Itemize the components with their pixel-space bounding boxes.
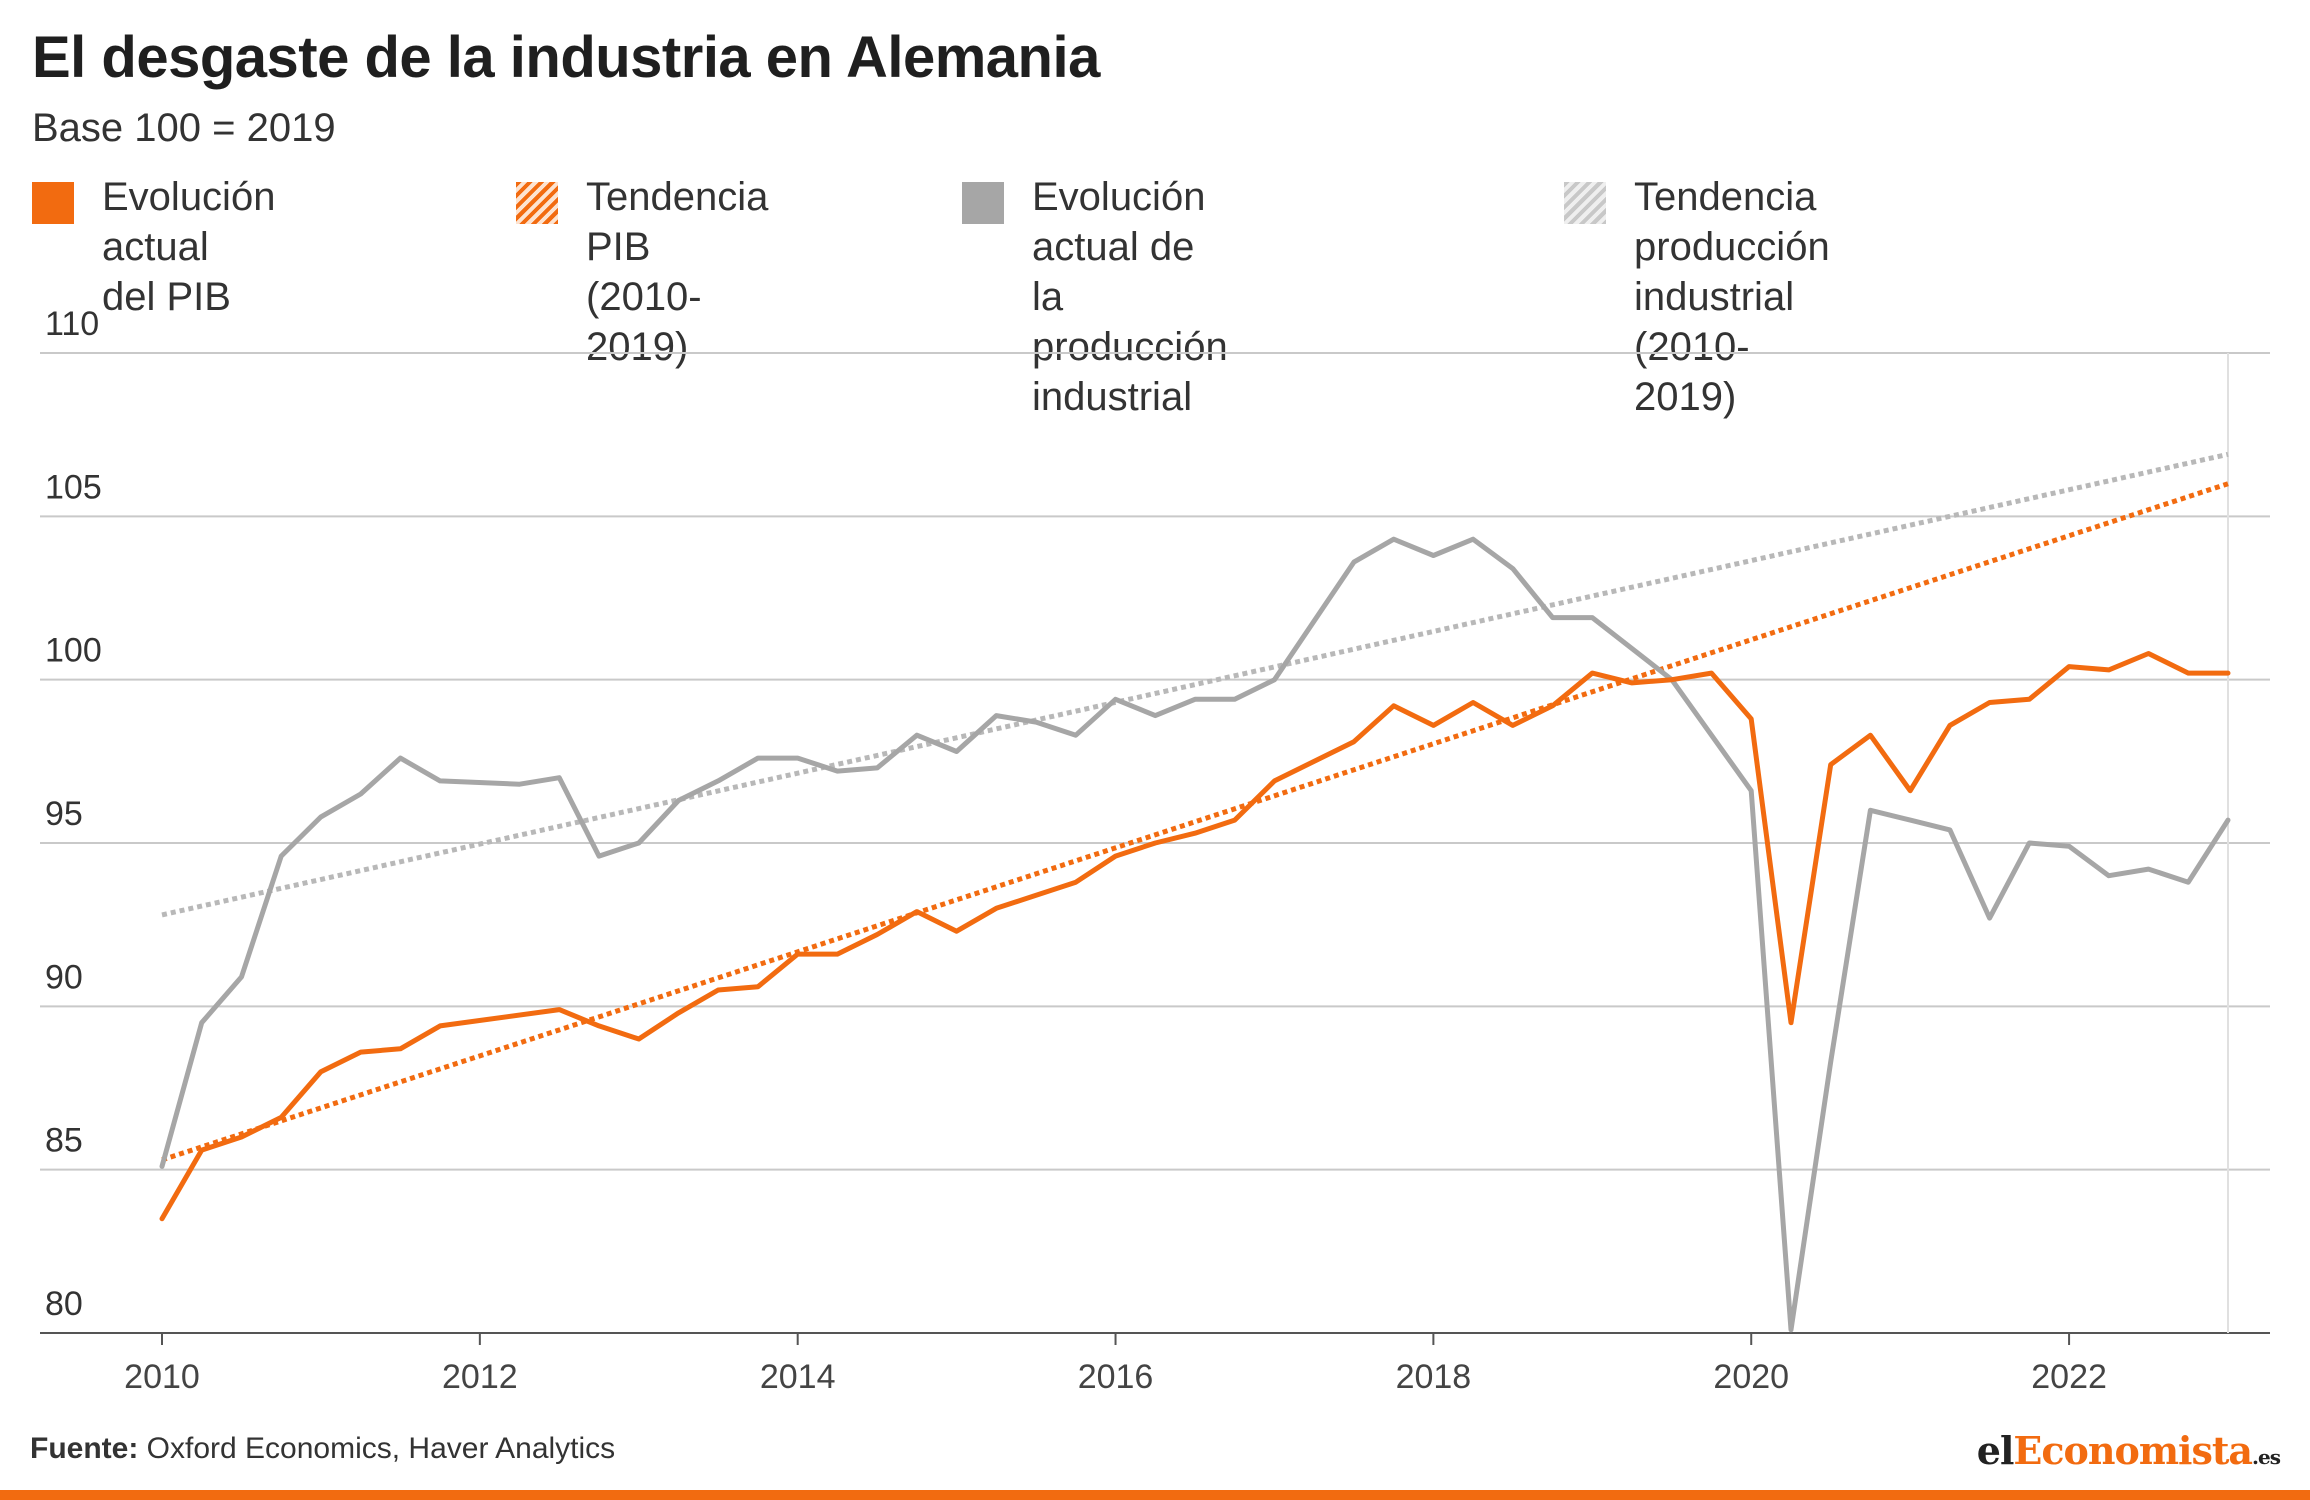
brand-part2: Economista <box>2013 1428 2253 1473</box>
chart-title: El desgaste de la industria en Alemania <box>32 25 1100 90</box>
x-tick-label-2014: 2014 <box>760 1358 836 1396</box>
legend-label-pib: Evolución actual del PIB <box>102 175 276 319</box>
legend: Evolución actual del PIB Tendencia PIB (… <box>32 172 2282 419</box>
legend-label-tendencia-pib: Tendencia PIB (2010-2019) <box>586 175 769 369</box>
series-produccion-line <box>159 536 2231 1333</box>
brand-part3: .es <box>2252 1445 2281 1469</box>
y-tick-label-95: 95 <box>45 795 83 833</box>
source-label: Fuente: <box>30 1432 139 1465</box>
y-tick-label-100: 100 <box>45 632 102 670</box>
chart-subtitle: Base 100 = 2019 <box>32 106 336 150</box>
brand-part1: el <box>1976 1428 2015 1473</box>
legend-label-produccion: Evolución actual de la producción indust… <box>1032 175 1228 419</box>
axis-layer: 80 85 90 95 100 105 110 2010 2012 2014 2016 2018 202… <box>45 305 2107 1396</box>
x-tick-label-2018: 2018 <box>1396 1358 1472 1396</box>
legend-swatch-produccion <box>962 182 1004 224</box>
source-text: Oxford Economics, Haver Analytics <box>138 1432 616 1465</box>
source-note: Fuente: Oxford Economics, Haver Analytic… <box>30 1432 615 1466</box>
y-tick-label-85: 85 <box>45 1122 83 1160</box>
x-tick-label-2020: 2020 <box>1713 1358 1789 1396</box>
y-tick-label-110: 110 <box>45 305 99 343</box>
x-tick-label-2022: 2022 <box>2031 1358 2107 1396</box>
legend-swatch-pib <box>32 182 74 224</box>
series-tendencia-produccion-line <box>161 451 2229 918</box>
series-layer <box>159 451 2231 1333</box>
y-tick-label-80: 80 <box>45 1285 83 1323</box>
series-tendencia-pib-line <box>161 481 2229 1163</box>
legend-swatch-tendencia-pib <box>516 182 558 224</box>
series-pib-line <box>159 651 2231 1222</box>
x-tick-label-2012: 2012 <box>442 1358 518 1396</box>
line-chart: 80 85 90 95 100 105 110 2010 2012 2014 2016 2018 202… <box>40 305 2270 1396</box>
legend-swatch-tendencia-produccion <box>1564 182 1606 224</box>
x-tick-label-2010: 2010 <box>124 1358 200 1396</box>
y-tick-label-90: 90 <box>45 958 83 996</box>
x-tick-label-2016: 2016 <box>1078 1358 1154 1396</box>
y-tick-label-105: 105 <box>45 468 102 506</box>
brand-logo: elEconomista.es <box>1976 1428 2281 1473</box>
bottom-accent-bar <box>0 1490 2310 1500</box>
legend-label-tendencia-produccion: Tendencia producción industrial (2010-20… <box>1634 175 1830 419</box>
